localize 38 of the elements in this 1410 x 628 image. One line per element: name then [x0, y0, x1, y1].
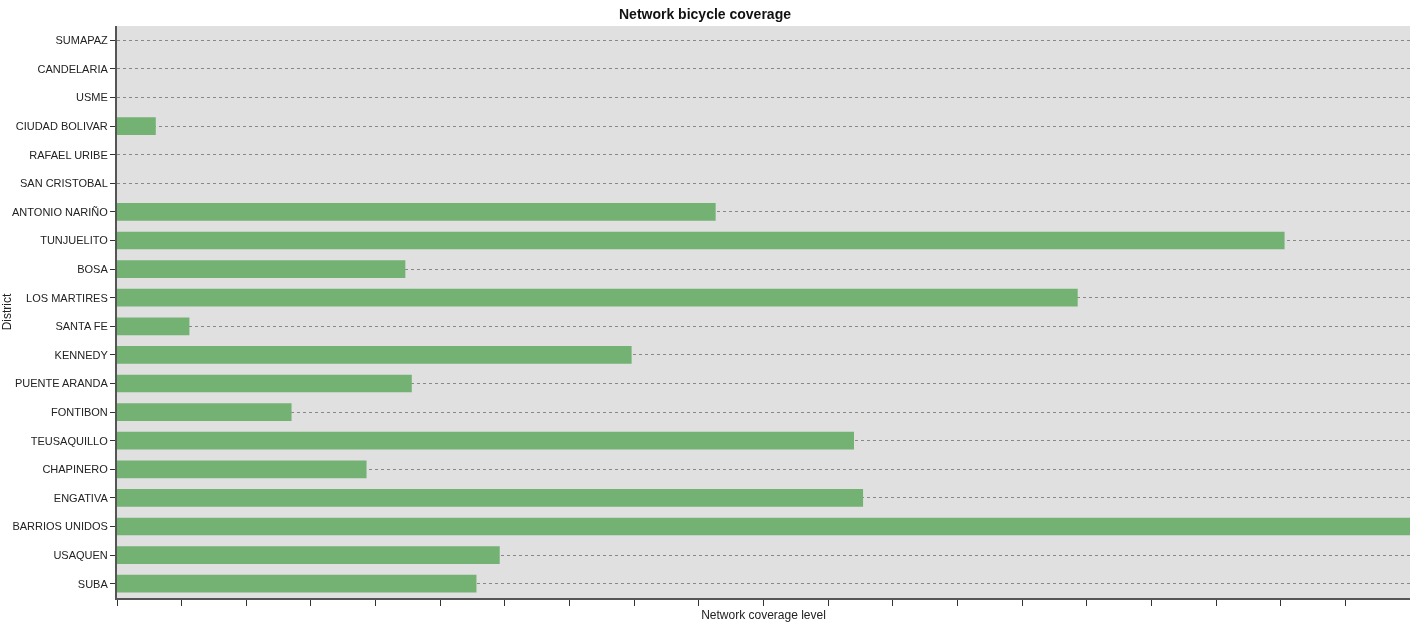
bar: [117, 489, 864, 507]
bar: [117, 517, 1410, 536]
y-tick-label: SANTA FE: [55, 320, 108, 333]
y-tick-label: KENNEDY: [54, 348, 109, 361]
y-tick-label: ANTONIO NARIÑO: [12, 205, 109, 218]
bar: [117, 260, 406, 278]
y-tick-label: FONTIBON: [50, 405, 108, 418]
y-tick-label: CHAPINERO: [42, 463, 109, 476]
y-tick-label: PUENTE ARANDA: [14, 377, 109, 390]
bar: [117, 288, 1078, 307]
y-axis-title: District: [0, 293, 14, 331]
y-tick-label: SUBA: [77, 577, 109, 590]
bar: [117, 403, 292, 421]
y-tick-label: BOSA: [77, 262, 109, 275]
bar: [117, 460, 367, 479]
bar: [117, 374, 412, 393]
y-tick-label: USAQUEN: [53, 548, 108, 561]
y-tick-label: CIUDAD BOLIVAR: [15, 119, 108, 132]
bar: [117, 231, 1285, 250]
bar: [117, 431, 855, 450]
bar: [117, 117, 156, 135]
bar: [117, 574, 477, 593]
bar: [117, 346, 632, 364]
y-tick-label: TUNJUELITO: [40, 234, 109, 247]
y-tick-label: CANDELARIA: [37, 62, 109, 75]
x-axis-title: Network coverage level: [701, 608, 826, 623]
bar: [117, 546, 500, 564]
y-tick-label: SUMAPAZ: [55, 34, 109, 47]
bar: [117, 203, 716, 221]
bar: [117, 317, 190, 336]
y-tick-label: BARRIOS UNIDOS: [12, 520, 108, 533]
chart-title: Network bicycle coverage: [619, 6, 792, 23]
y-tick-label: SAN CRISTOBAL: [19, 177, 108, 190]
y-tick-label: ENGATIVA: [53, 491, 109, 504]
y-tick-label: LOS MARTIRES: [26, 291, 108, 304]
y-tick-label: USME: [76, 91, 108, 104]
y-tick-label: RAFAEL URIBE: [29, 148, 108, 161]
y-tick-label: TEUSAQUILLO: [30, 434, 109, 447]
